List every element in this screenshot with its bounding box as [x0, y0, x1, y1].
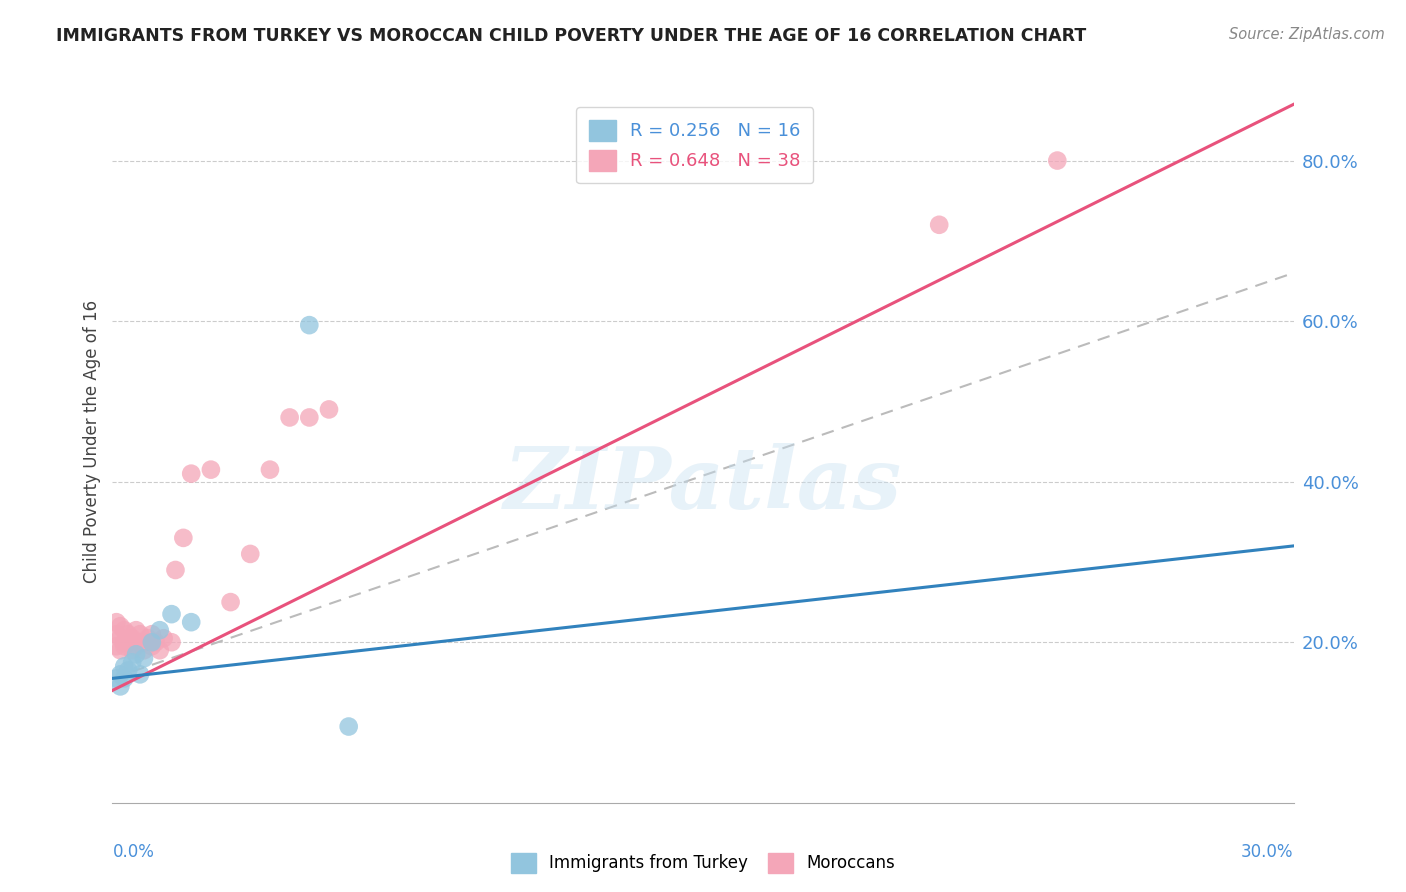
Point [110, 643, 132, 657]
Point [239, 547, 262, 561]
Point [110, 619, 132, 633]
Point [121, 643, 143, 657]
Point [149, 643, 172, 657]
Point [152, 632, 174, 646]
Point [141, 627, 163, 641]
Point [145, 635, 167, 649]
Y-axis label: Child Poverty Under the Age of 16: Child Poverty Under the Age of 16 [83, 300, 101, 583]
Point [318, 402, 340, 417]
Text: 30.0%: 30.0% [1241, 843, 1294, 861]
Point [117, 627, 139, 641]
Legend: R = 0.256   N = 16, R = 0.648   N = 38: R = 0.256 N = 16, R = 0.648 N = 38 [576, 107, 814, 184]
Point [129, 635, 152, 649]
Point [112, 635, 135, 649]
Text: ZIPatlas: ZIPatlas [503, 443, 903, 526]
Point [219, 595, 242, 609]
Point [110, 632, 132, 646]
Point [259, 462, 281, 476]
Point [180, 467, 202, 481]
Text: 0.0%: 0.0% [112, 843, 155, 861]
Point [105, 615, 128, 630]
Point [112, 639, 135, 653]
Point [110, 667, 132, 681]
Point [337, 719, 360, 733]
Point [121, 632, 143, 646]
Point [129, 667, 152, 681]
Point [298, 410, 321, 425]
Point [112, 671, 135, 685]
Point [132, 651, 155, 665]
Point [125, 648, 148, 662]
Legend: Immigrants from Turkey, Moroccans: Immigrants from Turkey, Moroccans [505, 847, 901, 880]
Point [298, 318, 321, 332]
Point [112, 623, 135, 637]
Point [141, 639, 163, 653]
Point [141, 635, 163, 649]
Point [125, 623, 148, 637]
Point [110, 680, 132, 694]
Point [165, 563, 187, 577]
Point [136, 632, 159, 646]
Point [105, 627, 128, 641]
Point [200, 462, 222, 476]
Point [180, 615, 202, 630]
Point [121, 655, 143, 669]
Point [278, 410, 301, 425]
Text: Source: ZipAtlas.com: Source: ZipAtlas.com [1229, 27, 1385, 42]
Point [172, 531, 194, 545]
Point [105, 639, 128, 653]
Point [928, 218, 950, 232]
Point [117, 664, 139, 678]
Point [129, 627, 152, 641]
Point [149, 623, 172, 637]
Point [132, 643, 155, 657]
Point [125, 639, 148, 653]
Point [112, 659, 135, 673]
Point [117, 635, 139, 649]
Point [1046, 153, 1069, 168]
Point [132, 635, 155, 649]
Point [160, 635, 183, 649]
Point [160, 607, 183, 621]
Text: IMMIGRANTS FROM TURKEY VS MOROCCAN CHILD POVERTY UNDER THE AGE OF 16 CORRELATION: IMMIGRANTS FROM TURKEY VS MOROCCAN CHILD… [56, 27, 1087, 45]
Point [105, 671, 128, 685]
